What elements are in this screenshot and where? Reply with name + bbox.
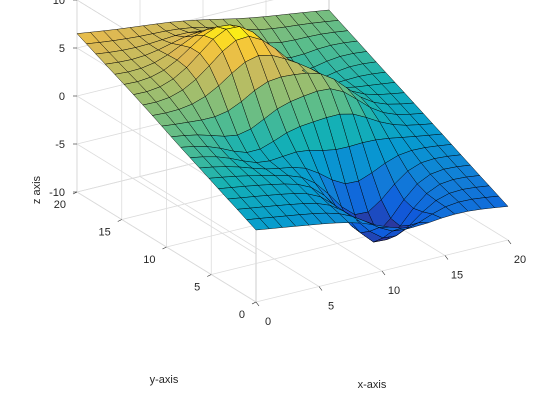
y-tick-label: 10 [143,254,155,266]
z-tick-label: 5 [59,43,65,55]
y-tick [207,274,212,277]
y-tick-label: 20 [54,199,66,211]
x-tick-label: 5 [328,301,334,313]
y-tick [117,219,122,222]
z-tick-label: 10 [53,0,65,7]
surface-patch [485,195,509,208]
x-axis-label: x-axis [358,379,387,391]
x-tick-label: 15 [451,270,463,282]
x-tick-label: 0 [265,316,271,328]
y-tick-label: 15 [99,227,111,239]
z-tick-label: -5 [55,139,65,151]
x-tick [255,301,260,307]
z-axis-label: z axis [31,175,43,204]
y-axis-label: y-axis [150,374,179,386]
surface-mesh [76,9,509,243]
y-tick-label: 0 [239,309,245,321]
y-tick-label: 5 [194,282,200,294]
y-tick [162,246,167,250]
x-tick-label: 20 [514,254,526,266]
x-tick [318,286,323,291]
z-tick-label: -10 [49,187,65,199]
z-tick-label: 0 [59,91,65,103]
x-tick-label: 10 [388,285,400,297]
x-tick [507,239,512,245]
y-tick [72,191,78,195]
x-tick [381,270,386,276]
z-grid-side [76,143,257,255]
x-tick [444,255,449,260]
y-tick [251,301,257,305]
